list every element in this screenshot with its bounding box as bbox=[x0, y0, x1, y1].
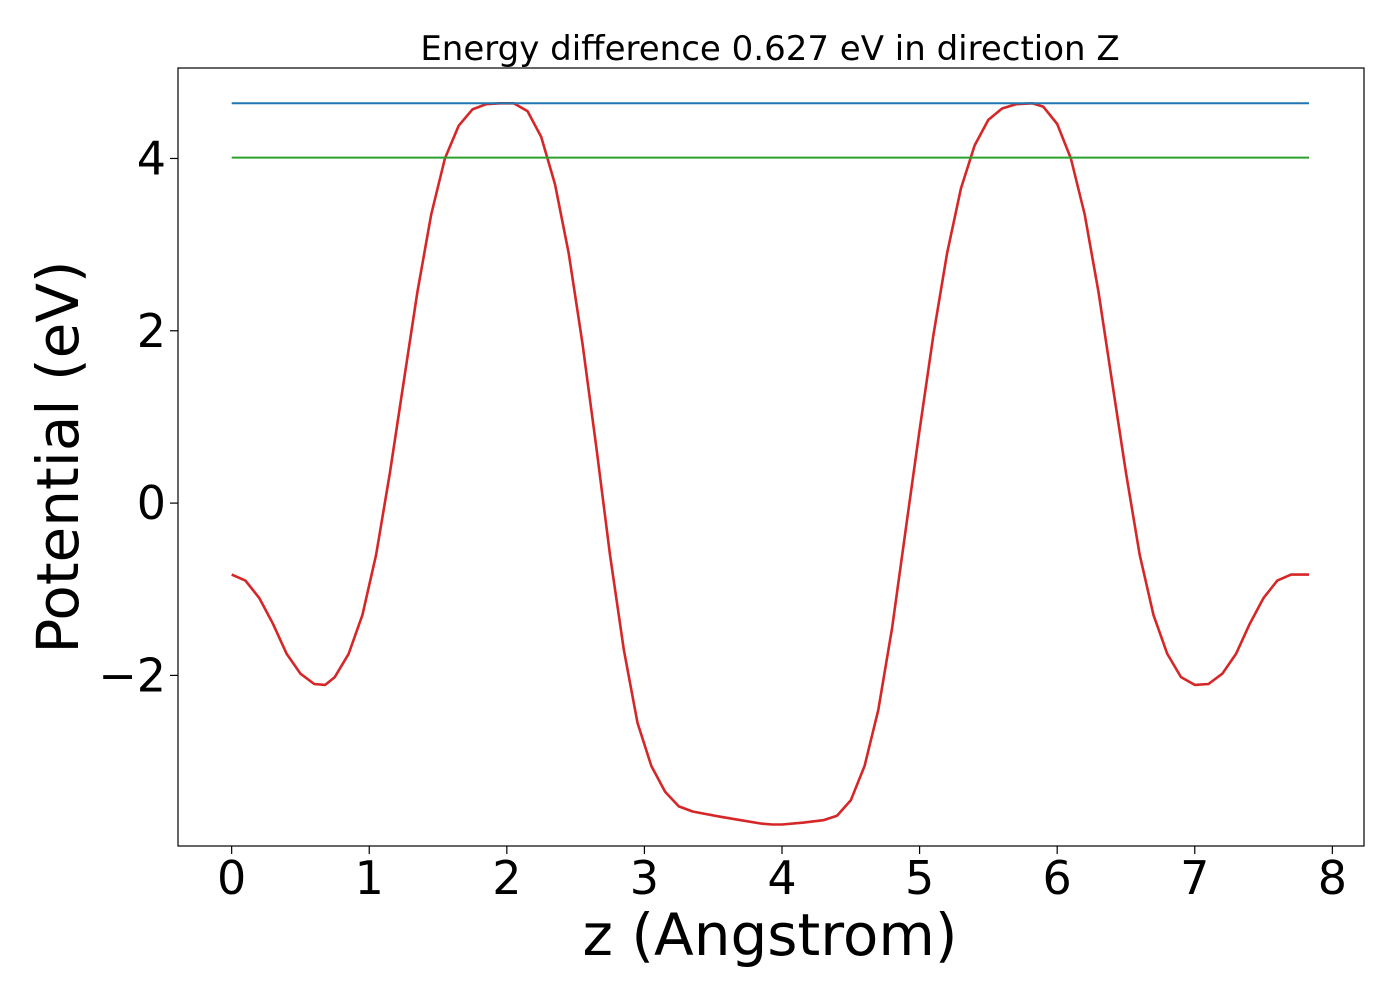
x-tick-label: 5 bbox=[905, 851, 934, 905]
y-tick-label: 2 bbox=[137, 304, 166, 358]
x-axis-label: z (Angstrom) bbox=[583, 901, 958, 969]
plot-frame bbox=[177, 67, 1365, 847]
x-axis-ticks: 0 1 2 3 4 5 6 7 8 bbox=[217, 846, 1347, 905]
chart-title: Energy difference 0.627 eV in direction … bbox=[420, 29, 1119, 69]
x-tick-label: 8 bbox=[1318, 851, 1347, 905]
x-tick-label: 0 bbox=[217, 851, 246, 905]
y-tick-label: 4 bbox=[137, 131, 166, 185]
y-axis-ticks: −2 0 2 4 bbox=[98, 131, 178, 702]
x-tick-label: 1 bbox=[355, 851, 384, 905]
x-tick-label: 6 bbox=[1043, 851, 1072, 905]
y-tick-label: −2 bbox=[98, 648, 166, 702]
plot-lines bbox=[231, 102, 1309, 826]
potential-curve-line bbox=[231, 102, 1309, 826]
x-tick-label: 7 bbox=[1180, 851, 1209, 905]
x-tick-label: 3 bbox=[630, 851, 659, 905]
y-axis-label: Potential (eV) bbox=[24, 260, 92, 653]
x-tick-label: 2 bbox=[492, 851, 521, 905]
y-tick-label: 0 bbox=[137, 476, 166, 530]
x-tick-label: 4 bbox=[767, 851, 796, 905]
